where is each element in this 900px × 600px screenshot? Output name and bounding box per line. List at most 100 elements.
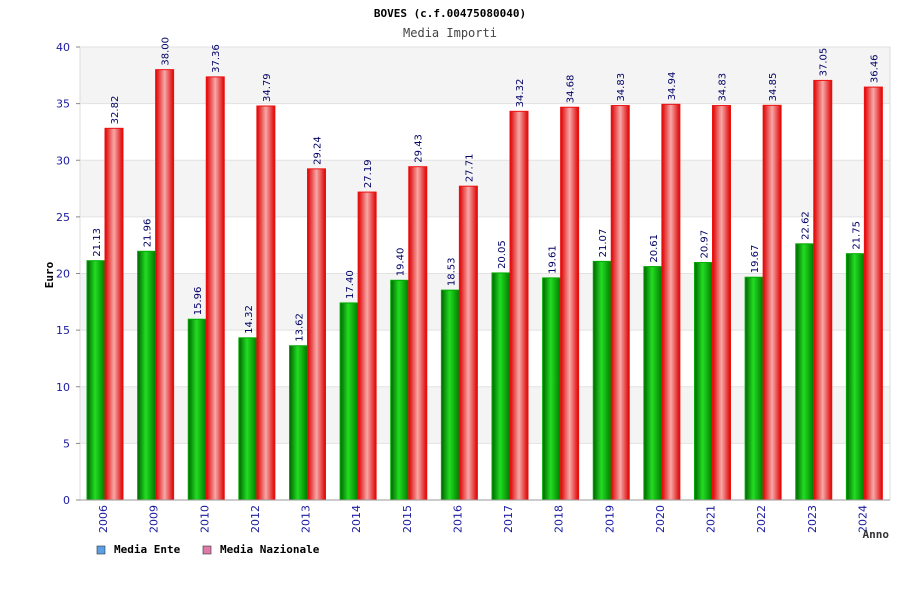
x-tick-label: 2022	[755, 505, 768, 533]
data-label: 37.05	[819, 48, 830, 77]
data-label: 21.13	[92, 228, 103, 257]
bar-media-nazionale	[762, 104, 782, 501]
x-tick-label: 2014	[350, 505, 363, 533]
data-label: 32.82	[110, 96, 121, 125]
y-tick-label: 5	[63, 437, 70, 450]
y-tick-label: 20	[56, 268, 70, 281]
data-label: 15.96	[193, 287, 204, 316]
x-tick-label: 2006	[97, 505, 110, 533]
x-tick-label: 2018	[553, 505, 566, 533]
legend: Media Ente Media Nazionale	[96, 543, 320, 556]
data-label: 21.07	[598, 229, 609, 258]
data-label: 34.83	[616, 73, 627, 102]
x-axis-label: Anno	[863, 528, 890, 541]
bar-media-ente	[238, 337, 258, 501]
data-label: 27.71	[464, 154, 475, 183]
legend-label-media-ente: Media Ente	[114, 543, 181, 556]
data-label: 34.83	[718, 73, 729, 102]
data-label: 14.32	[244, 305, 255, 334]
y-tick-label: 25	[56, 211, 70, 224]
data-label: 38.00	[161, 37, 172, 66]
x-tick-label: 2016	[451, 505, 464, 533]
data-label: 21.96	[143, 219, 154, 248]
bar-media-ente	[845, 253, 865, 501]
bar-media-ente	[187, 318, 207, 501]
bar-media-nazionale	[712, 105, 731, 501]
bar-media-ente	[592, 260, 612, 501]
data-label: 34.85	[768, 73, 779, 102]
x-tick-label: 2024	[856, 505, 869, 533]
bars: 21.13 32.82 21.96 38.00 15.96 37.36 14.32 34.79…	[86, 37, 883, 501]
data-label: 34.68	[566, 75, 577, 104]
data-label: 22.62	[801, 211, 812, 240]
bar-media-nazionale	[357, 191, 377, 501]
data-label: 27.19	[363, 159, 374, 188]
data-label: 34.32	[515, 79, 526, 108]
x-tick-label: 2017	[502, 505, 515, 533]
bar-media-ente	[137, 250, 157, 501]
data-label: 20.61	[649, 234, 660, 263]
x-axis: 2006 2009 2010 2012 2013 2014 2015 2016 2017 2018…	[80, 499, 890, 533]
bar-media-nazionale	[155, 69, 175, 501]
bar-media-ente	[86, 260, 106, 501]
data-label: 29.24	[313, 136, 324, 165]
bar-media-nazionale	[104, 127, 124, 501]
y-tick-label: 15	[56, 324, 70, 337]
bar-media-ente	[542, 277, 562, 501]
data-label: 19.40	[396, 248, 407, 277]
bar-media-nazionale	[307, 168, 326, 501]
bar-media-nazionale	[813, 79, 833, 501]
bar-media-nazionale	[408, 166, 428, 501]
bar-media-ente	[694, 262, 713, 501]
x-tick-label: 2023	[806, 505, 819, 533]
y-axis-label: Euro	[43, 261, 56, 288]
bar-media-ente	[440, 289, 460, 501]
bar-media-ente	[643, 266, 663, 501]
legend-swatch-media-ente	[96, 545, 106, 555]
data-label: 19.67	[750, 245, 761, 274]
x-tick-label: 2020	[654, 505, 667, 533]
bar-media-nazionale	[863, 86, 883, 501]
x-tick-label: 2013	[300, 505, 313, 533]
bar-media-ente	[491, 272, 511, 501]
data-label: 29.43	[414, 134, 425, 163]
x-tick-label: 2021	[705, 505, 718, 533]
chart-subtitle: Media Importi	[403, 26, 497, 40]
data-label: 37.36	[211, 44, 222, 73]
x-tick-label: 2015	[401, 505, 414, 533]
bar-media-nazionale	[509, 110, 529, 501]
x-tick-label: 2009	[148, 505, 161, 533]
data-label: 20.97	[700, 230, 711, 259]
bar-media-ente	[339, 302, 359, 501]
bar-media-nazionale	[205, 76, 225, 501]
bar-media-nazionale	[256, 105, 276, 501]
x-tick-label: 2019	[603, 505, 616, 533]
bar-media-ente	[744, 276, 764, 501]
bar-media-nazionale	[458, 185, 478, 501]
x-tick-label: 2012	[249, 505, 262, 533]
data-label: 36.46	[869, 54, 880, 83]
y-tick-label: 35	[56, 98, 70, 111]
y-tick-label: 10	[56, 381, 70, 394]
bar-media-ente	[795, 243, 815, 501]
bar-media-nazionale	[661, 103, 681, 501]
bar-media-nazionale	[560, 106, 580, 501]
x-tick-label: 2010	[198, 505, 211, 533]
legend-label-media-nazionale: Media Nazionale	[220, 543, 320, 556]
data-label: 20.05	[497, 240, 508, 269]
data-label: 34.79	[262, 73, 273, 102]
data-label: 21.75	[851, 221, 862, 250]
data-label: 13.62	[295, 313, 306, 342]
y-tick-label: 30	[56, 154, 70, 167]
data-label: 17.40	[345, 270, 356, 299]
bar-media-ente	[390, 279, 410, 501]
bar-media-nazionale	[610, 105, 630, 501]
data-label: 18.53	[446, 258, 457, 287]
chart-title: BOVES (c.f.00475080040)	[374, 7, 526, 20]
y-tick-label: 0	[63, 494, 70, 507]
legend-swatch-media-nazionale	[202, 545, 212, 555]
data-label: 34.94	[667, 72, 678, 101]
y-tick-label: 40	[56, 41, 70, 54]
